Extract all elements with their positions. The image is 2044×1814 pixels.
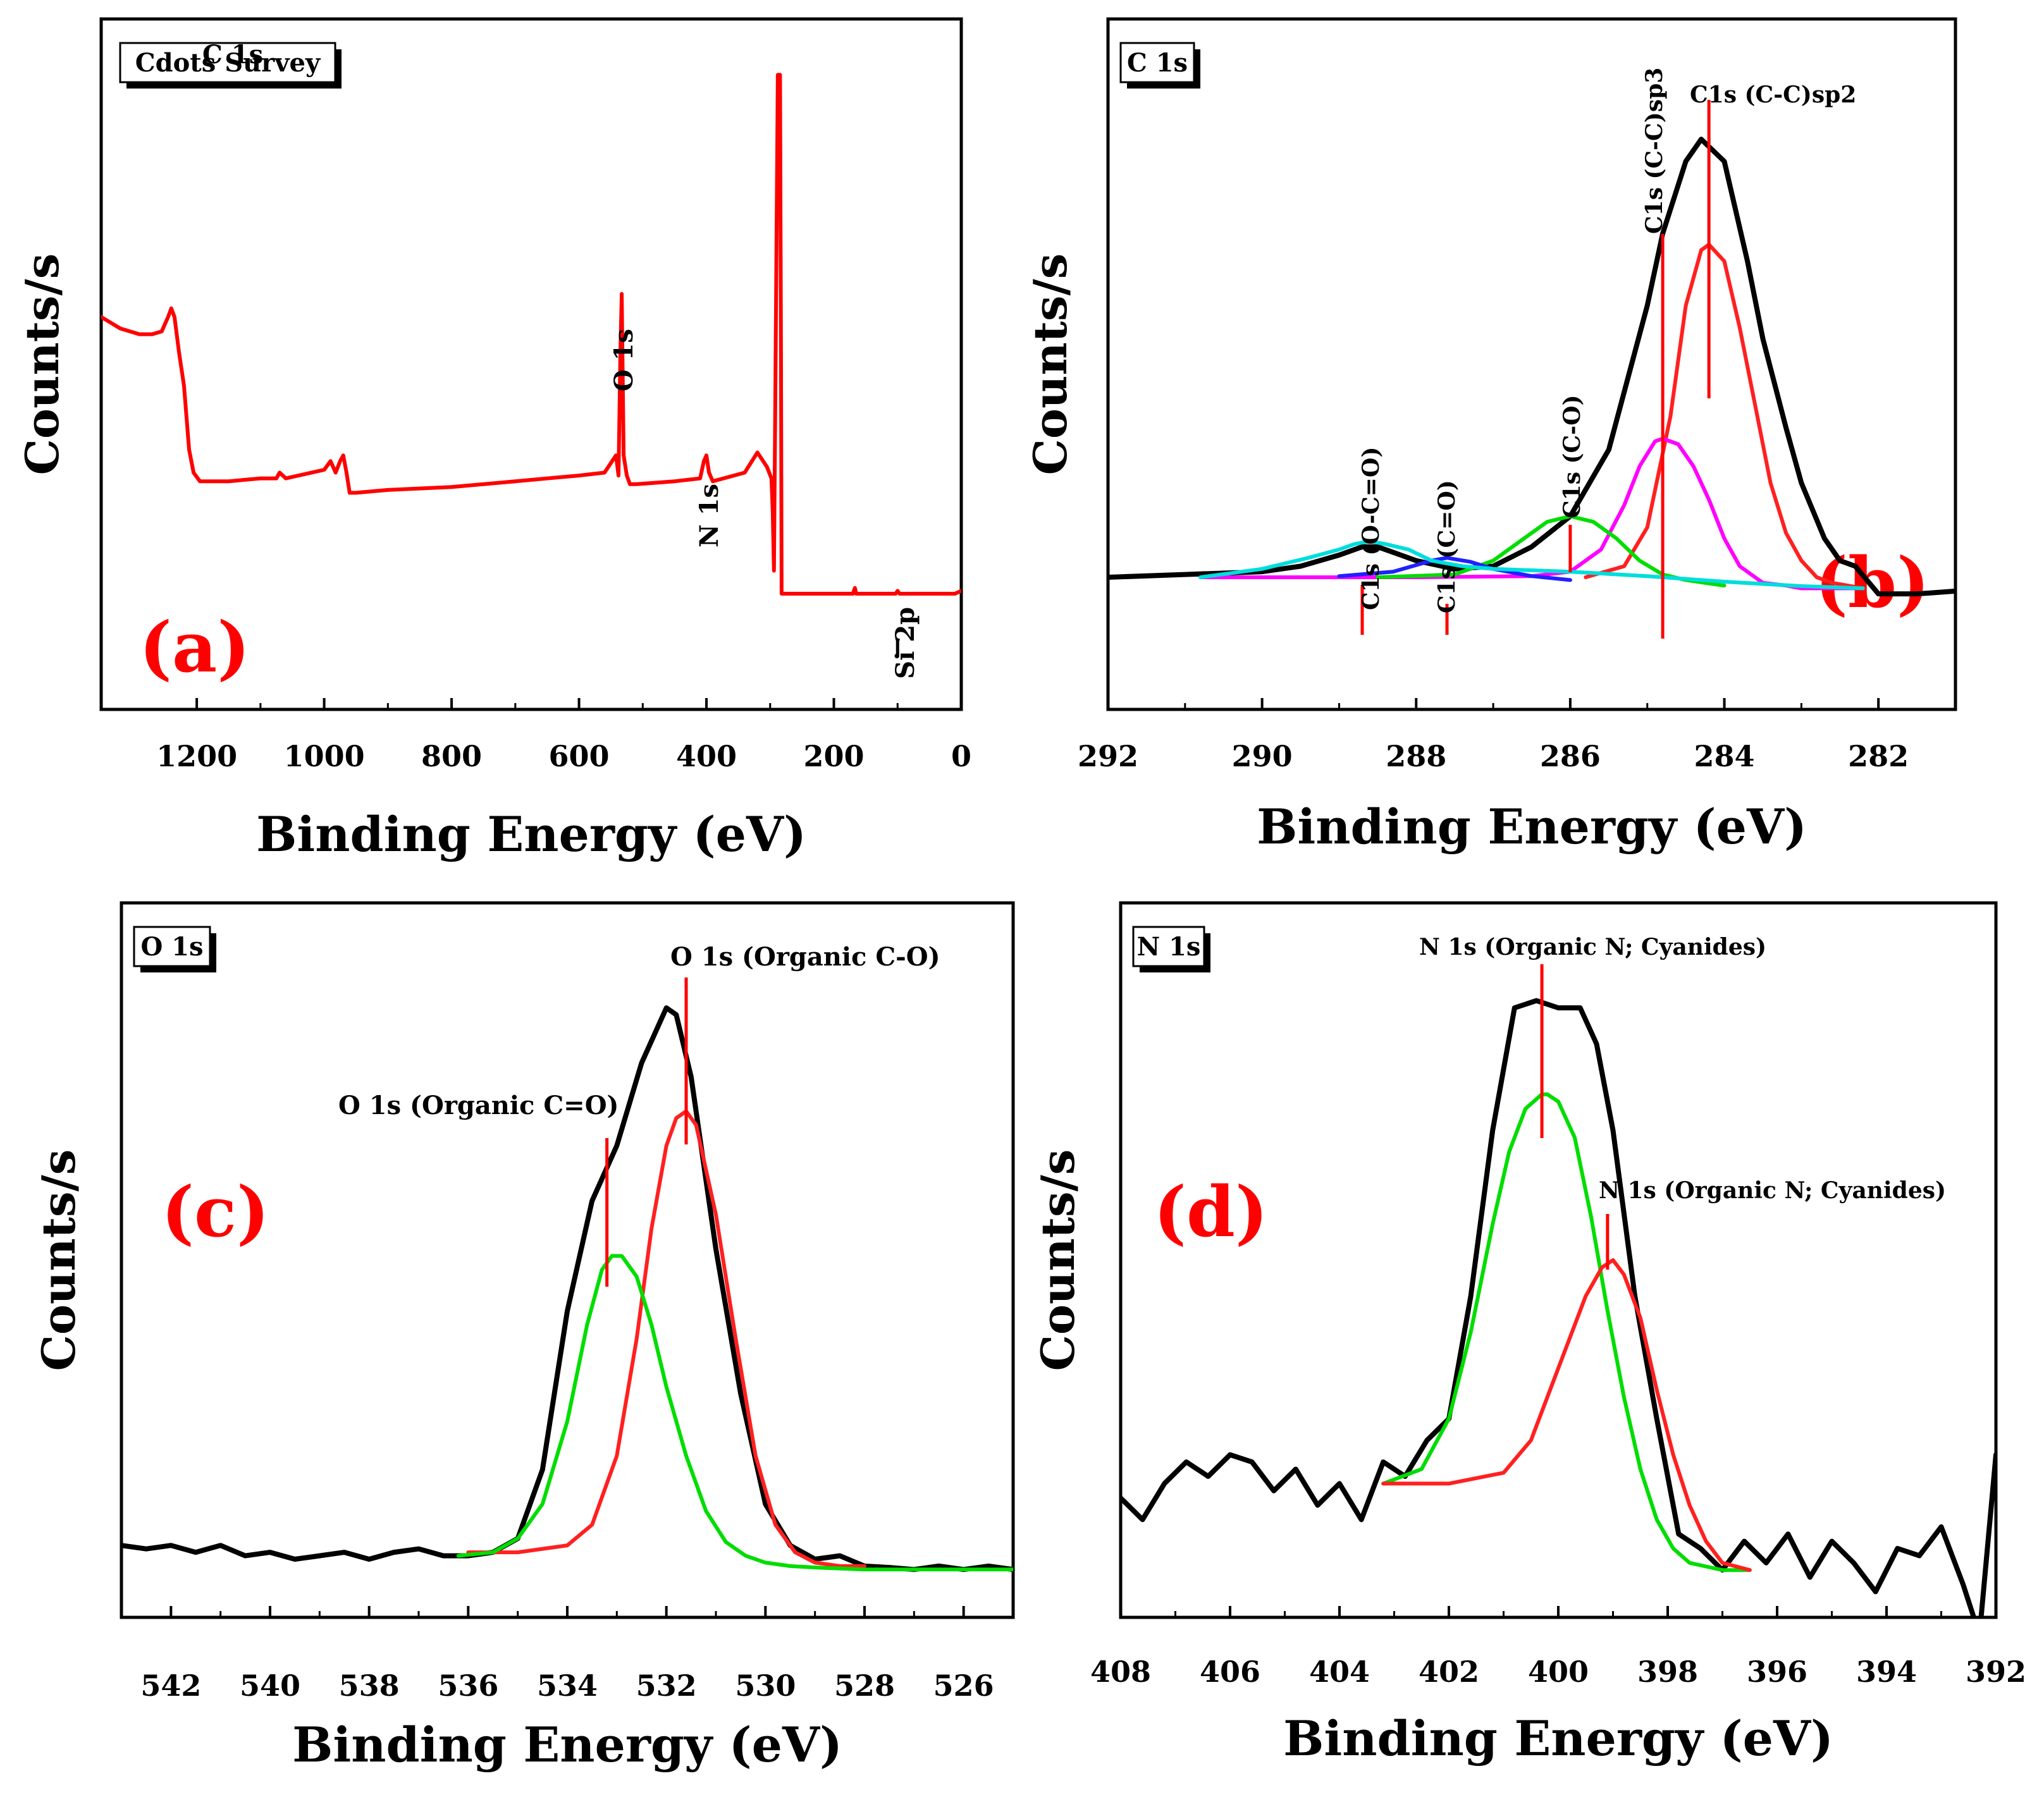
panel-letter-a: (a) [139,606,250,688]
x-tick-label: 400 [676,739,737,773]
y-axis-title-a: Counts/s [15,254,69,475]
peak-label: O 1s (Organic C=O) [338,1091,619,1120]
data-layer-a: 1200 1000 800 600 400 200 0 C 1s O 1s N 1s Si 2p [101,40,971,773]
x-tick-label: 1000 [284,739,365,773]
x-tick-label: 0 [951,739,971,773]
panel-tag-d: N 1s [1137,932,1201,962]
x-tick-label: 282 [1848,739,1909,773]
series-line [1198,539,1865,591]
peak-label: O 1s (Organic C-O) [670,942,940,972]
panel-letter-c: (c) [161,1171,269,1253]
x-tick-label: 536 [438,1669,498,1703]
x-tick-label: 800 [421,739,482,773]
panel-letter-d: (d) [1154,1171,1268,1253]
data-layer-b: 292 290 288 286 284 282 C1s (C-C)sp2 C1s (C-C)s… [1078,68,1955,773]
y-axis-title-c: Counts/s [32,1149,85,1371]
series-line [1381,1258,1752,1572]
y-axis-title-d: Counts/s [1031,1149,1085,1371]
series-line [1121,998,1996,1617]
peak-label: N 1s (Organic N; Cyanides) [1419,934,1766,960]
plot-frame-a [99,17,963,711]
x-tick-label: 200 [804,739,865,773]
series-group [1108,137,1955,597]
x-tick-label: 400 [1528,1655,1589,1689]
panel-tag-c: O 1s [140,932,203,962]
peak-label: Si 2p [890,607,920,679]
x-tick-label: 530 [735,1669,796,1703]
peak-label: C1s (C-O) [1559,395,1585,518]
series-line [466,1109,866,1568]
peak-label: C1s (C-C)sp3 [1641,68,1668,234]
plot-frame-b [1106,17,1957,711]
series-line [1376,514,1727,588]
series-group [101,73,961,596]
x-tick-label: 290 [1232,739,1293,773]
peak-label: O 1s [609,329,639,391]
panel-tag-b: C 1s [1127,48,1188,78]
x-tick-label: 408 [1090,1655,1151,1689]
y-axis-title-b: Counts/s [1023,254,1077,475]
panel-c: O 1s (c) 542 540 538 536 534 532 530 528 526 O 1s… [32,901,1015,1773]
x-tick-label: 406 [1200,1655,1260,1689]
x-tick-label: 1200 [156,739,237,773]
x-tick-label: 526 [933,1669,994,1703]
peak-label: N 1s (Organic N; Cyanides) [1599,1177,1946,1204]
x-axis-title-a: Binding Energy (eV) [256,806,806,862]
x-axis-title-c: Binding Energy (eV) [292,1717,842,1773]
x-tick-label: 538 [339,1669,400,1703]
x-tick-label: 284 [1694,739,1755,773]
tag-box-d [1132,926,1205,967]
tag-box-c [133,926,211,967]
series-line [456,1254,1013,1572]
x-tick-label: 404 [1309,1655,1370,1689]
x-tick-label: 542 [140,1669,201,1703]
tag-box-b [1119,42,1195,83]
panel-a: Cdots Survey (a) 1200 1000 800 600 400 200 0 C … [15,17,971,862]
peak-label: C 1s [202,40,263,70]
x-tick-label: 600 [549,739,610,773]
series-line [1337,556,1572,582]
data-layer-c: 542 540 538 536 534 532 530 528 526 O 1s (Organic… [121,942,1013,1703]
x-tick-label: 528 [834,1669,895,1703]
plot-frame-c [120,901,1015,1619]
series-group [1121,998,1996,1617]
x-tick-label: 288 [1386,739,1446,773]
data-layer-d: 408 406 404 402 400 398 396 394 392 N 1s (Organic… [1090,934,2026,1689]
panel-tag-a: Cdots Survey [135,48,321,78]
tag-box-a [119,42,336,83]
x-axis-title-d: Binding Energy (eV) [1283,1710,1833,1767]
x-tick-label: 534 [537,1669,598,1703]
series-line [1381,1092,1752,1572]
peak-label: C1s (O-C=O) [1358,447,1384,610]
x-tick-label: 392 [1966,1655,2026,1689]
peak-label: N 1s [694,484,724,548]
series-line [1108,137,1955,597]
x-tick-label: 286 [1540,739,1601,773]
peak-label: C1s (C-C)sp2 [1690,82,1856,108]
peak-label: C1s (C=O) [1434,480,1460,613]
x-tick-label: 394 [1856,1655,1917,1689]
x-tick-label: 540 [240,1669,300,1703]
x-tick-label: 398 [1637,1655,1698,1689]
x-tick-label: 402 [1419,1655,1479,1689]
x-tick-label: 532 [636,1669,697,1703]
panel-d: N 1s (d) 408 406 404 402 400 398 396 394 392 N 1s… [1031,901,2026,1767]
x-axis-title-b: Binding Energy (eV) [1257,799,1807,855]
series-line [101,73,961,596]
x-tick-label: 396 [1747,1655,1807,1689]
x-tick-label: 292 [1078,739,1138,773]
